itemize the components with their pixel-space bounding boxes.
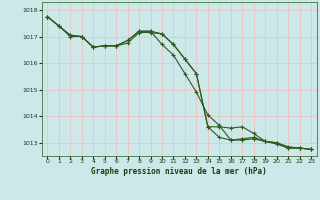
X-axis label: Graphe pression niveau de la mer (hPa): Graphe pression niveau de la mer (hPa) [91, 167, 267, 176]
